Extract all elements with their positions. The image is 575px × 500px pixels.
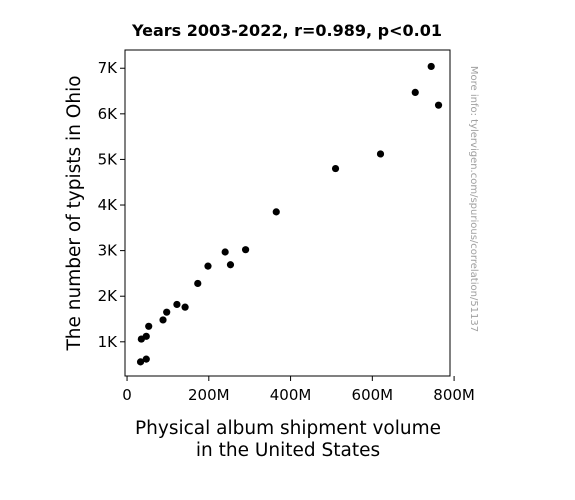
data-point-14 — [241, 246, 250, 254]
data-point-20 — [434, 101, 443, 109]
x-tick-label: 600M — [352, 386, 394, 404]
data-point-10 — [194, 279, 202, 288]
data-point-17 — [376, 150, 385, 158]
data-point-2 — [142, 355, 150, 363]
data-point-18 — [411, 88, 419, 97]
data-point-15 — [272, 208, 280, 216]
data-point-6 — [159, 316, 167, 324]
y-axis-label: The number of typists in Ohio — [64, 75, 85, 351]
chart-title: Years 2003-2022, r=0.989, p<0.01 — [131, 21, 442, 40]
plot-frame — [124, 49, 451, 377]
source-note: More info: tylervigen.com/spurious/corre… — [468, 66, 479, 332]
x-tick-label: 400M — [270, 386, 312, 404]
data-point-1 — [136, 358, 145, 366]
y-tick-label: 6K — [98, 105, 119, 123]
data-point-9 — [181, 303, 189, 311]
data-point-16 — [331, 164, 340, 173]
x-tick-label: 800M — [433, 386, 475, 404]
data-point-19 — [427, 62, 435, 71]
y-tick-label: 7K — [98, 59, 119, 77]
data-point-7 — [163, 308, 171, 316]
data-point-11 — [204, 262, 212, 270]
y-tick-label: 4K — [98, 196, 119, 214]
data-point-12 — [221, 248, 229, 256]
x-tick-label: 0 — [122, 386, 132, 404]
y-tick-label: 5K — [98, 150, 119, 168]
x-axis-label-line-1: Physical album shipment volume — [135, 418, 441, 439]
y-axis: 1K 2K 3K 4K 5K 6K 7K — [98, 59, 125, 351]
y-tick-label: 3K — [98, 242, 119, 260]
y-tick-label: 1K — [98, 333, 119, 351]
x-tick-label: 200M — [188, 386, 230, 404]
data-point-13 — [226, 261, 235, 269]
x-axis: 0 200M 400M 600M 800M — [122, 376, 475, 404]
y-tick-label: 2K — [98, 287, 119, 305]
x-axis-label-line-2: in the United States — [196, 440, 380, 461]
points-layer — [136, 62, 443, 366]
data-point-4 — [142, 332, 150, 340]
data-point-8 — [173, 300, 181, 309]
data-point-5 — [145, 322, 153, 330]
